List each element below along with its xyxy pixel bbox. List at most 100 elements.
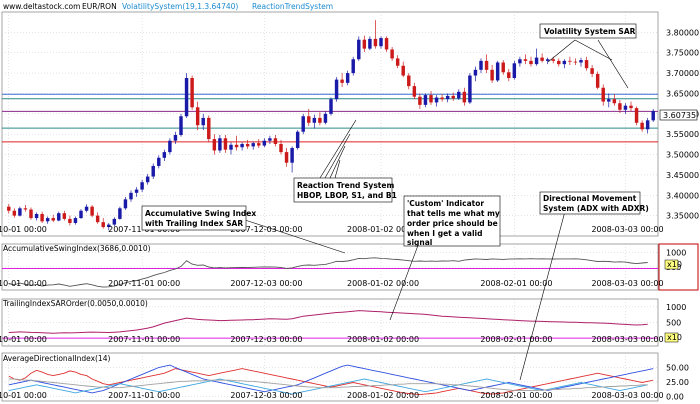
candle-body — [301, 116, 305, 132]
annotation-swing-index: Accumulative Swing Index with Trailing I… — [141, 205, 256, 231]
candle — [445, 93, 450, 103]
candle — [262, 138, 267, 148]
header-site: www.deltastock.com — [3, 2, 80, 11]
x-tick-label: 2008-03-03 00:00 — [591, 335, 663, 344]
candle — [40, 211, 44, 223]
candle-body — [168, 140, 172, 153]
annotation-volatility-sar: Volatility System SAR — [539, 23, 637, 39]
candle-body — [423, 95, 428, 105]
candle-body — [412, 86, 417, 97]
candle — [151, 163, 155, 179]
candle — [195, 101, 200, 131]
candle — [340, 73, 344, 87]
x-tick-label: 2008-02-01 00:00 — [480, 335, 552, 344]
swing-index-line — [8, 257, 648, 288]
y-tick-label: 25.00 — [666, 378, 689, 387]
candle — [595, 71, 600, 90]
annotation-dmi: Directional Movement System (ADX with AD… — [539, 191, 649, 215]
candle — [557, 58, 561, 67]
svg-text:Volatility System SAR: Volatility System SAR — [544, 27, 636, 36]
x-tick-label: 2007-12-03 00:00 — [230, 335, 302, 344]
candle-body — [401, 65, 405, 76]
candle-body — [140, 182, 144, 190]
y-tick-label: 3.45000 — [666, 171, 699, 180]
x-tick-label: 2008-01-02 00:00 — [347, 391, 419, 400]
x-tick-label: 2007-11-01 00:00 — [108, 391, 180, 400]
candle-body — [490, 69, 494, 81]
candle — [384, 36, 389, 52]
candle-body — [145, 176, 150, 183]
candle — [173, 131, 178, 144]
candle-body — [579, 60, 583, 63]
x-tick-label: 2008-03-03 00:00 — [591, 279, 663, 288]
candle — [318, 112, 322, 126]
candle — [479, 58, 483, 74]
candle — [129, 190, 133, 202]
candle — [268, 135, 272, 144]
candle-body — [101, 222, 105, 228]
x-tick-label: 2008-03-03 00:00 — [591, 391, 663, 400]
candle-body — [45, 218, 50, 222]
annotation-custom: 'Custom' Indicator that tells me what my… — [403, 195, 501, 247]
candle — [562, 59, 567, 69]
x-tick-label: 2007-10-01 00:00 — [0, 335, 47, 344]
candle-body — [7, 206, 11, 211]
candle — [512, 60, 517, 80]
candle-body — [518, 59, 522, 64]
candle — [434, 95, 439, 107]
candle-body — [212, 139, 217, 151]
x-tick-label: 2008-01-02 00:00 — [347, 335, 419, 344]
candle-body — [179, 116, 183, 135]
candle-body — [23, 208, 28, 210]
candle-body — [623, 105, 628, 110]
candle — [429, 91, 433, 105]
candle-body — [345, 73, 350, 83]
candle — [484, 54, 489, 74]
candle — [601, 84, 605, 106]
candle-body — [73, 218, 78, 223]
candle-body — [295, 131, 300, 149]
candle — [440, 94, 444, 102]
candle-body — [79, 210, 83, 219]
candle — [295, 130, 300, 150]
candle-body — [201, 117, 205, 126]
candle-body — [512, 63, 517, 78]
candle-body — [68, 218, 72, 223]
candle-body — [607, 99, 611, 102]
candle-body — [501, 62, 505, 73]
candle — [618, 99, 622, 114]
candle — [590, 64, 594, 78]
header-indicator-2: ReactionTrendSystem — [252, 2, 333, 11]
candle-body — [273, 138, 278, 144]
candle-body — [445, 95, 450, 100]
candle — [523, 54, 528, 65]
x10-badge-swing — [664, 259, 679, 270]
svg-text:when I get a valid: when I get a valid — [407, 229, 483, 238]
y-tick-label: 500 — [666, 319, 681, 328]
candle-body — [468, 75, 472, 103]
candle-body — [629, 105, 633, 109]
candle — [12, 208, 17, 218]
header-symbol: EUR/RON — [82, 2, 117, 11]
y-tick-label: 3.80000 — [666, 28, 699, 37]
candle-body — [418, 96, 422, 105]
candle-body — [323, 113, 328, 123]
adx-series-line — [8, 378, 648, 392]
candle-body — [173, 134, 178, 141]
candle-body — [551, 59, 555, 61]
candle — [634, 106, 639, 126]
sar-order-line — [8, 310, 648, 334]
candle — [312, 114, 317, 129]
candle-body — [440, 97, 444, 100]
candle — [273, 134, 278, 147]
candle-body — [540, 57, 544, 61]
candle — [579, 57, 583, 67]
candle — [212, 134, 217, 155]
x-tick-label: 2007-12-03 00:00 — [230, 279, 302, 288]
svg-text:Accumulative Swing Index: Accumulative Swing Index — [145, 209, 256, 218]
candle-body — [634, 108, 639, 123]
candle — [162, 149, 167, 162]
svg-text:with Trailing Index SAR: with Trailing Index SAR — [145, 219, 243, 228]
candle — [651, 108, 655, 122]
candle — [351, 56, 355, 76]
